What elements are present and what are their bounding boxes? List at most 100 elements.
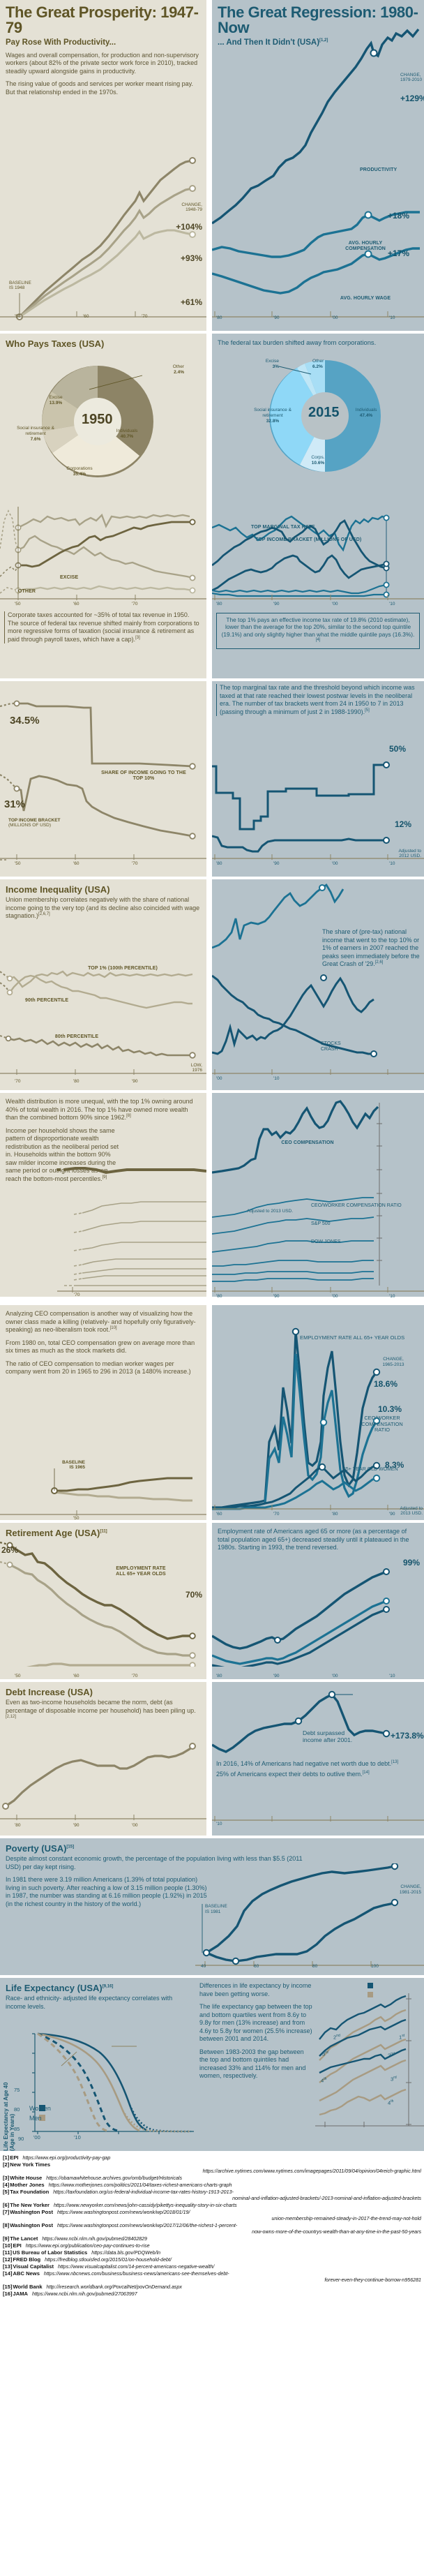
ceo-note-2: From 1980 on, total CEO compensation gre… [6,1339,195,1355]
series-label-sp500: 65+ YEAR OLD WOMEN [343,1467,398,1472]
reference-url[interactable]: https://fredblog.stlouisfed.org/2015/01/… [43,2257,172,2263]
reference-item[interactable]: [13]Visual Capitalist https://www.visual… [3,2263,421,2270]
ineq-xtick-50: '70 [15,1079,21,1084]
chart-life-quartiles [315,1993,424,2127]
tax-callout: The top 1% pays an effective income tax … [216,613,420,649]
reference-url[interactable]: https://www.ncbi.nlm.nih.gov/pubmed/2840… [40,2235,147,2242]
ceo-end-1853: 18.6% [374,1379,398,1389]
ret-xtick-80: '80 [216,1674,222,1678]
reference-source: World Bank [13,2284,43,2291]
reference-number: [6] [3,2201,10,2208]
reference-url[interactable]: https://www.nbcnews.com/business/busines… [42,2271,229,2277]
series-label-1st: 1st [399,2034,405,2041]
reference-item[interactable]: [6]The New Yorker https://www.newyorker.… [3,2202,421,2209]
reference-item[interactable]: [2]New York Times https://archive.nytime… [3,2161,421,2174]
retirement-all-end: 99% [402,1558,420,1568]
hh-xtick-90: '90 [273,1294,280,1299]
xtick-10: '10 [389,315,395,320]
reference-item[interactable]: [3]White House https://obamawhitehouse.a… [3,2175,421,2182]
poverty-baseline-label: BASELINE IS 1981 [205,1904,227,1914]
legend-swatch-women [368,1983,373,1988]
reference-url[interactable]: https://www.motherjones.com/politics/201… [47,2182,232,2189]
debt-extra-notes: In 2016, 14% of Americans had negative n… [216,1760,420,1778]
reference-item[interactable]: [15]World Bank http://iresearch.worldban… [3,2284,421,2291]
ret-xtick-70: '70 [132,1674,138,1678]
marginal-start-91: 34.5% [10,715,40,727]
reference-url-continued[interactable]: nominal-and-inflation-adjusted-brackets/… [232,2195,421,2201]
section-divider-1 [0,331,424,334]
series-label-80th: S&P 500 [311,1221,331,1226]
chart-debt-right [212,1690,424,1822]
reference-url-continued[interactable]: now-owns-more-of-the-countrys-wealth-tha… [252,2228,421,2235]
reference-url[interactable]: https://www.epi.org/productivity-pay-gap [21,2155,111,2161]
reference-url[interactable]: http://iresearch.worldbank.org/PovcalNet… [45,2284,182,2291]
poverty-heading-text: Poverty (USA) [6,1843,67,1854]
section-divider-7 [0,1836,424,1838]
survival-ytick-0: 90 [18,2136,24,2142]
section-retirement-age: Retirement Age (USA)[11] 26% EMPLOYMENT … [0,1523,424,1679]
reference-item[interactable]: [10]EPI https://www.epi.org/publication/… [3,2242,421,2249]
ret-xtick-50: '50 [15,1674,21,1678]
reference-item[interactable]: [12]FRED Blog https://fredblog.stlouisfe… [3,2256,421,2263]
reference-item[interactable]: [11]US Bureau of Labor Statistics https:… [3,2249,421,2256]
inequality-right-note-ref: [2,6] [374,960,384,965]
reference-item[interactable]: [16]JAMA https://www.ncbi.nlm.nih.gov/pu… [3,2291,421,2298]
reference-item[interactable]: [9]The Lancet https://www.ncbi.nlm.nih.g… [3,2235,421,2242]
reference-item[interactable]: [5]Tax Foundation https://taxfoundation.… [3,2189,421,2201]
reference-item[interactable]: [4]Mother Jones https://www.motherjones.… [3,2182,421,2189]
poverty-note-2: In 1981 there were 3.19 million American… [6,1876,207,1907]
pie-1950-center-label: 1950 [82,412,113,427]
tax-left-note: Corporate taxes accounted for ~35% of to… [4,611,201,644]
bracket-end-042: 12% [395,819,412,829]
hh-xtick-00: '00 [332,1294,338,1299]
pie-1950-label-corporations: Corporations 35.4% [66,466,93,477]
ceo-xtick-10: '90 [389,1512,395,1517]
panel-great-prosperity: The Great Prosperity: 1947-79 Pay Rose W… [0,0,206,331]
reference-url[interactable]: https://www.washingtonpost.com/news/wonk… [56,2210,190,2216]
annotation-stocks-crash: STOCKS CRASH [321,1041,341,1052]
pov-xtick-80: 40 [201,1964,206,1969]
section-heading-retirement-age: Retirement Age (USA)[11] [6,1528,201,1538]
panel-inequality-left: Income Inequality (USA) Union membership… [0,879,206,1080]
survival-xtick-60: '10 [74,2134,81,2141]
section-debt-increase: Debt Increase (USA) Even as two-income h… [0,1682,424,1836]
reference-item[interactable]: [14]ABC News https://www.nbcnews.com/bus… [3,2270,421,2283]
reference-item[interactable]: [1]EPI https://www.epi.org/productivity-… [3,2154,421,2161]
reference-url-continued[interactable]: forever-even-they-continue-borrow-n95628… [324,2277,421,2284]
ceo-note-1: Analyzing CEO compensation is another wa… [6,1310,196,1334]
ret-xtick-00: '00 [332,1674,338,1678]
life-right-note-2: The life expectancy gap between the top … [199,2003,312,2043]
reference-url[interactable]: https://www.washingtonpost.com/news/wonk… [56,2222,238,2228]
tax-xtick-70: '70 [132,602,138,606]
survival-ylabel: Life Expectancy at Age 40 (Age in Years) [3,2082,15,2151]
debt-note-2-text: In 2016, 14% of Americans had negative n… [216,1760,392,1767]
reference-url[interactable]: https://obamawhitehouse.archives.gov/omb… [45,2175,183,2181]
reference-url[interactable]: https://data.bls.gov/PDQWeb/ln [90,2249,161,2256]
chart-survival-curve [32,2032,194,2134]
reference-item[interactable]: [7]Washington Post https://www.washingto… [3,2209,421,2221]
page-title-right: The Great Regression: 1980-Now [218,3,418,37]
section-productivity-pay: The Great Prosperity: 1947-79 Pay Rose W… [0,0,424,331]
tax-xtick-00: '00 [332,602,338,606]
wealth-note-ref: [8] [126,1114,131,1119]
marg-xtick-10: '10 [389,861,395,866]
reference-url[interactable]: https://www.newyorker.com/news/john-cass… [52,2202,237,2208]
reference-url[interactable]: https://www.visualcapitalist.com/14-perc… [56,2264,215,2270]
section-divider-6 [0,1679,424,1682]
xtick-00: '00 [332,315,338,320]
life-heading-ref: [9,16] [102,1984,114,1989]
reference-url-continued[interactable]: https://archive.nytimes.com/www.nytimes.… [202,2168,421,2174]
reference-item[interactable]: [8]Washington Post https://www.washingto… [3,2222,421,2235]
reference-number: [10] [3,2242,13,2249]
inequality-top1-low-note: LOW, 1976 [190,1063,202,1073]
life-heading-text: Life Expectancy (USA) [6,1983,103,1993]
reference-url[interactable]: https://www.ncbi.nlm.nih.gov/pubmed/2706… [31,2291,137,2298]
reference-number: [4] [3,2182,10,2189]
panel-inequality-right: The share of (pre-tax) national income t… [212,879,424,1081]
reference-url-continued[interactable]: union-membership-remained-steady-in-2017… [271,2215,422,2221]
reference-source: Tax Foundation [10,2189,50,2196]
reference-url[interactable]: https://www.epi.org/publication/ceo-pay-… [24,2242,150,2249]
reference-url[interactable]: https://taxfoundation.org/us-federal-ind… [52,2189,234,2196]
pie-1950-label-other: Other 2.4% [172,364,184,375]
chart-marginal-left [0,700,206,861]
